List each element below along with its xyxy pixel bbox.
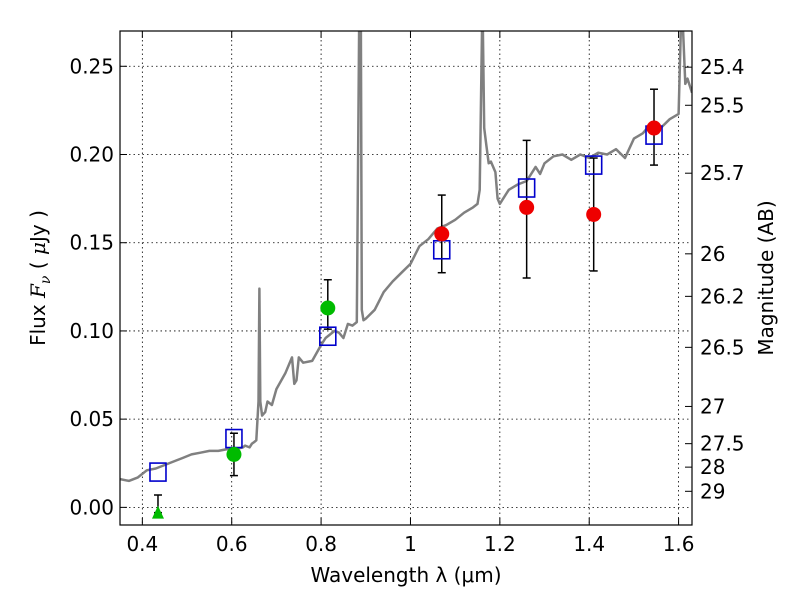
y-label-unit: Jy ) [26,210,50,244]
y-label-nu: ν [38,275,54,284]
plot-frame [119,30,693,526]
green-detection-point [320,300,336,316]
y-label-open: ( [26,255,50,276]
mag-tick-label: 25.4 [700,55,745,79]
model-photometry-squares [149,125,663,482]
x-tick-label: 1 [404,532,417,556]
mag-tick-label: 26.5 [700,335,745,359]
x-tick-label: 0.6 [216,532,248,556]
red-detection-point [586,206,602,222]
y-tick-label: 0.20 [69,143,114,167]
model-photometry-square [517,178,536,198]
mag-tick-label: 29 [700,479,725,503]
mag-tick-label: 28 [700,455,725,479]
mag-tick-label: 26 [700,242,725,266]
detection-points [151,120,662,519]
y-tick-label: 0.00 [69,495,114,519]
model-spectrum-line [120,31,692,483]
red-detection-point [434,226,450,242]
y-tick-label: 0.25 [69,54,114,78]
y-label-flux: Flux [26,298,50,346]
mag-tick-label: 26.2 [700,284,745,308]
y-axis-label: Flux Fν ( μJy ) [26,210,54,346]
x-tick-label: 0.8 [305,532,337,556]
error-bars [153,88,659,514]
green-triangle-point [151,505,164,519]
y-label-F: F [26,283,50,299]
y-tick-label: 0.05 [69,407,114,431]
y-tick-label: 0.10 [69,319,114,343]
plot-area [120,31,692,525]
x-tick-label: 1.2 [484,532,516,556]
axis-ticks: 0.4 0.6 0.8 1 1.2 1.4 1.6 0.00 0.05 0.10 0.15 0.20 0… [69,31,745,556]
x-tick-label: 1.4 [573,532,605,556]
red-detection-point [519,199,535,215]
mag-tick-label: 25.5 [700,93,745,117]
y-label-mu: μ [26,242,50,255]
y2-axis-label: Magnitude (AB) [754,200,778,355]
x-tick-label: 1.6 [663,532,695,556]
plot-layer [120,31,692,519]
model-photometry-square [584,155,603,175]
model-photometry-square [149,462,167,482]
x-axis-label: Wavelength λ (μm) [310,563,501,587]
mag-tick-label: 27.5 [700,432,745,456]
green-detection-point [226,446,242,462]
y-tick-label: 0.15 [69,231,114,255]
mag-tick-label: 25.7 [700,161,745,185]
x-tick-label: 0.4 [126,532,158,556]
mag-tick-label: 27 [700,394,725,418]
red-detection-point [646,120,662,136]
model-photometry-square [318,326,337,347]
